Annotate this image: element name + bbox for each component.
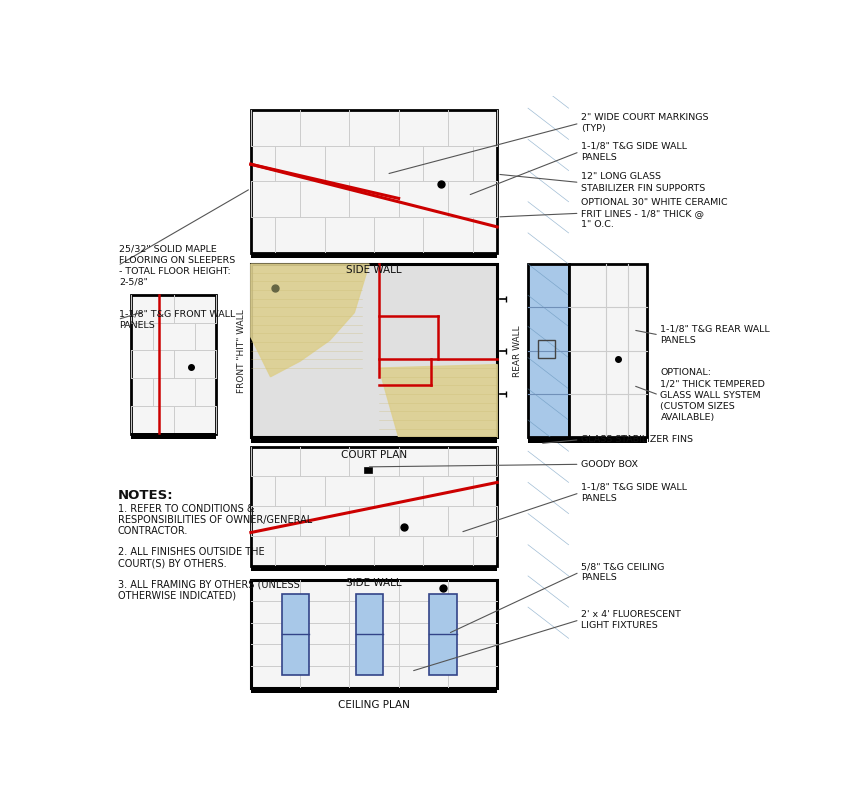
Text: FRONT "HIT" WALL: FRONT "HIT" WALL [237, 309, 246, 393]
Bar [251, 437, 497, 443]
Text: NOTES:: NOTES: [117, 489, 173, 502]
Bar [251, 580, 497, 687]
Text: 1-1/8" T&G SIDE WALL
PANELS: 1-1/8" T&G SIDE WALL PANELS [581, 483, 687, 503]
Bar [528, 264, 569, 437]
Bar [528, 437, 648, 443]
Text: COURT(S) BY OTHERS.: COURT(S) BY OTHERS. [117, 558, 226, 569]
Text: GLASS STABILIZER FINS: GLASS STABILIZER FINS [581, 435, 693, 444]
Text: 1. REFER TO CONDITIONS &: 1. REFER TO CONDITIONS & [117, 504, 254, 514]
Bar [251, 110, 497, 253]
Text: 25/32" SOLID MAPLE
FLOORING ON SLEEPERS
- TOTAL FLOOR HEIGHT:
2-5/8": 25/32" SOLID MAPLE FLOORING ON SLEEPERS … [119, 245, 235, 287]
Text: 2. ALL FINISHES OUTSIDE THE: 2. ALL FINISHES OUTSIDE THE [117, 548, 264, 557]
Text: 12" LONG GLASS
STABILIZER FIN SUPPORTS: 12" LONG GLASS STABILIZER FIN SUPPORTS [581, 172, 706, 192]
Text: 5/8" T&G CEILING
PANELS: 5/8" T&G CEILING PANELS [581, 562, 665, 582]
Text: SIDE WALL: SIDE WALL [346, 265, 402, 275]
Text: 3. ALL FRAMING BY OTHERS (UNLESS: 3. ALL FRAMING BY OTHERS (UNLESS [117, 580, 299, 589]
Text: REAR WALL: REAR WALL [513, 325, 522, 376]
Text: RESPONSIBILITIES OF OWNER/GENERAL: RESPONSIBILITIES OF OWNER/GENERAL [117, 515, 312, 525]
Bar [251, 264, 497, 437]
Text: 1-1/8" T&G REAR WALL
PANELS: 1-1/8" T&G REAR WALL PANELS [660, 325, 770, 345]
Text: COURT PLAN: COURT PLAN [341, 450, 407, 460]
Bar [251, 253, 497, 258]
Bar [132, 295, 216, 434]
Polygon shape [251, 264, 369, 377]
Polygon shape [379, 365, 497, 437]
Bar [251, 566, 497, 571]
Text: OPTIONAL:
1/2" THICK TEMPERED
GLASS WALL SYSTEM
(CUSTOM SIZES
AVAILABLE): OPTIONAL: 1/2" THICK TEMPERED GLASS WALL… [660, 368, 765, 422]
Text: OPTIONAL 30" WHITE CERAMIC
FRIT LINES - 1/8" THICK @
1" O.C.: OPTIONAL 30" WHITE CERAMIC FRIT LINES - … [581, 197, 728, 229]
Bar [132, 434, 216, 439]
Text: SIDE WALL: SIDE WALL [346, 578, 402, 588]
Bar [355, 593, 383, 674]
Bar [569, 264, 648, 437]
Text: CONTRACTOR.: CONTRACTOR. [117, 526, 188, 536]
Bar [251, 687, 497, 693]
Bar [537, 340, 556, 358]
Text: 2' x 4' FLUORESCENT
LIGHT FIXTURES: 2' x 4' FLUORESCENT LIGHT FIXTURES [581, 610, 681, 630]
Text: GOODY BOX: GOODY BOX [581, 460, 638, 469]
Text: CEILING PLAN: CEILING PLAN [338, 700, 410, 710]
Bar [281, 593, 309, 674]
Text: 2" WIDE COURT MARKINGS
(TYP): 2" WIDE COURT MARKINGS (TYP) [581, 113, 709, 133]
Text: 1-1/8" T&G FRONT WALL
PANELS: 1-1/8" T&G FRONT WALL PANELS [119, 310, 235, 330]
Bar [251, 447, 497, 566]
Text: 1-1/8" T&G SIDE WALL
PANELS: 1-1/8" T&G SIDE WALL PANELS [581, 142, 687, 162]
Bar [429, 593, 456, 674]
Bar [364, 467, 371, 473]
Text: OTHERWISE INDICATED): OTHERWISE INDICATED) [117, 590, 235, 601]
